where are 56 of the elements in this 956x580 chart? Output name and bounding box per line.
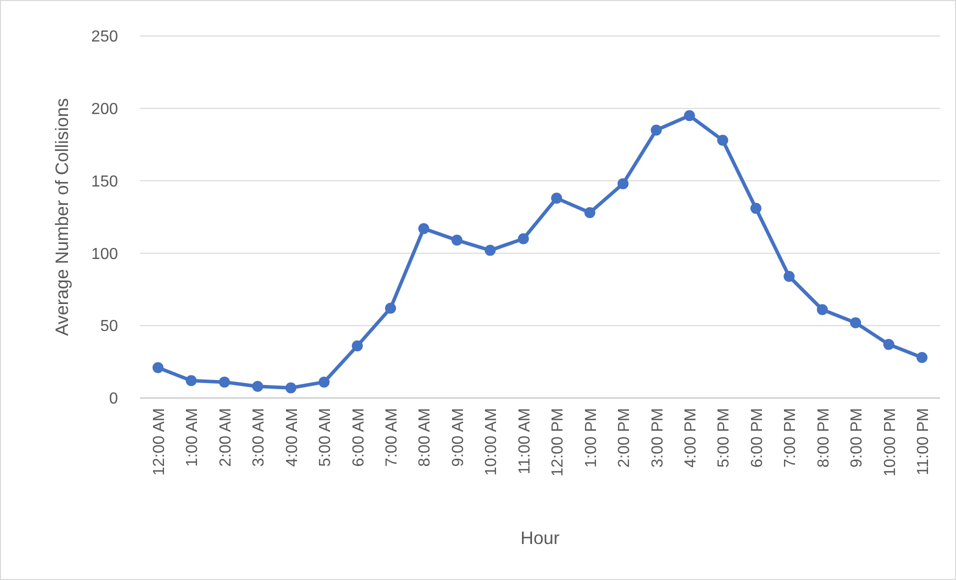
point (650, 124, 662, 136)
y-axis-title: Average Number of Collisions (52, 98, 72, 336)
y-tick-label: 0 (109, 390, 118, 408)
y-tick-label: 100 (91, 246, 118, 263)
x-tick-label: 8:00 AM (416, 408, 434, 467)
x-tick-label: 8:00 PM (815, 408, 832, 468)
x-tick-label: 6:00 AM (350, 408, 368, 467)
point (584, 207, 596, 218)
y-tick-label: 150 (91, 173, 118, 190)
point (883, 338, 894, 350)
x-tick-label: 9:00 AM (450, 408, 467, 467)
point (252, 380, 264, 392)
point (551, 192, 562, 204)
point (318, 376, 330, 388)
x-tick-label: 4:00 AM (284, 408, 301, 467)
x-tick-label: 10:00 PM (882, 408, 899, 476)
y-tick-label: 250 (91, 28, 118, 46)
x-tick-label: 3:00 PM (649, 408, 666, 468)
point (717, 134, 728, 146)
x-tick-label: 2:00 AM (217, 408, 234, 467)
x-tick-label: 5:00 PM (716, 408, 733, 468)
point (816, 304, 828, 316)
point (451, 234, 462, 246)
x-tick-label: 1:00 PM (582, 408, 600, 468)
x-tick-label: 10:00 AM (483, 408, 500, 476)
point (618, 178, 629, 190)
point (784, 270, 795, 282)
point (152, 362, 164, 374)
x-tick-label: 9:00 PM (848, 408, 866, 468)
x-tick-label: 11:00 AM (516, 408, 534, 474)
x-tick-label: 7:00 AM (384, 408, 401, 467)
point (484, 244, 496, 256)
point (684, 110, 695, 122)
point (218, 376, 230, 388)
point (186, 375, 197, 386)
point (916, 352, 928, 363)
x-tick-label: 12:00 AM (151, 408, 168, 476)
x-tick-label: 1:00 AM (184, 408, 202, 467)
x-tick-label: 7:00 PM (782, 408, 800, 468)
x-tick-label: 11:00 PM (915, 408, 932, 476)
point (285, 382, 296, 394)
x-tick-label: 4:00 PM (682, 408, 700, 468)
point (750, 202, 762, 214)
x-tick-label: 2:00 PM (616, 408, 634, 468)
point (385, 302, 396, 314)
x-axis-title: Hour (520, 528, 560, 548)
point (850, 317, 862, 328)
x-tick-label: 3:00 AM (250, 408, 268, 467)
x-tick-label: 6:00 PM (748, 408, 766, 468)
y-tick-label: 50 (100, 318, 118, 336)
y-tick-label: 200 (91, 101, 118, 118)
x-tick-label: 5:00 AM (317, 408, 334, 467)
x-tick-label: 12:00 PM (550, 408, 567, 476)
point (418, 223, 430, 234)
point (518, 233, 529, 244)
point (352, 340, 363, 352)
